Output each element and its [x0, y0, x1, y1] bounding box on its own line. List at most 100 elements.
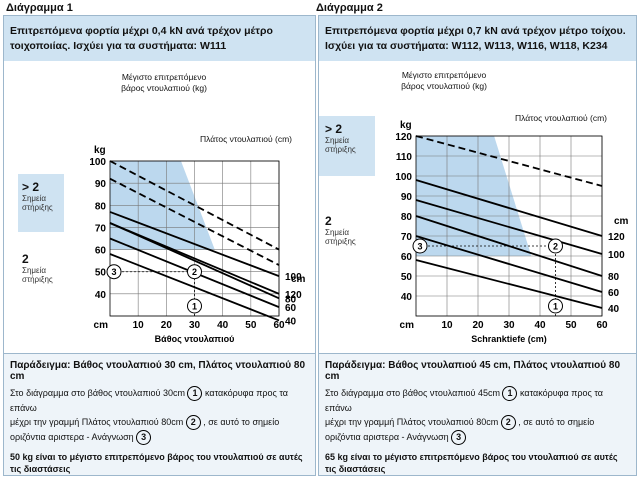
svg1-marker-1: 1 — [192, 302, 197, 312]
svg2-marker-1: 1 — [553, 302, 558, 312]
svg1-x-tick-60: 60 — [273, 320, 285, 331]
svg1-marker-3: 3 — [111, 267, 116, 277]
diagram2-header: Επιτρεπόμενα φορτία μέχρι 0,7 kN ανά τρέ… — [319, 16, 636, 61]
diagram2-title: Διάγραμμα 2 — [316, 2, 383, 14]
svg1-series-5 — [109, 160, 280, 251]
svg1-series-label-120: 120 — [285, 290, 302, 301]
diagram2-step2-a: μέχρι την γραμμή Πλάτος ντουλαπιού 80cm — [325, 417, 499, 428]
svg1-y-tick-70: 70 — [95, 223, 107, 234]
svg2-series-label-40: 40 — [608, 304, 620, 315]
svg2-x-tick-50: 50 — [565, 320, 577, 331]
marker-1: 1 — [502, 386, 518, 402]
svg2-y-unit: kg — [400, 120, 412, 131]
svg2-marker-circle-2 — [548, 238, 563, 254]
svg1-marker-circle-2 — [187, 264, 202, 280]
svg1-series-1 — [109, 211, 280, 277]
diagram1-step2-a: μέχρι την γραμμή Πλάτος ντουλαπιού 80cm — [10, 417, 184, 428]
svg1-y-tick-100: 100 — [89, 157, 106, 168]
marker-3: 3 — [136, 430, 152, 446]
svg2-y-tick-90: 90 — [401, 192, 413, 203]
svg2-frame — [415, 135, 603, 317]
diagram2-side-top-big: > 2 — [325, 122, 343, 136]
svg2-series-label-60: 60 — [608, 288, 620, 299]
diagram2-width-title: Πλάτος ντουλαπιού (cm) — [515, 113, 607, 123]
marker-1: 1 — [187, 386, 203, 402]
diagram2-side-top-box — [319, 116, 375, 176]
svg1-x-unit: cm — [94, 320, 109, 331]
marker-3: 3 — [451, 430, 467, 446]
diagram2-side-top-small: Σημεία στήριξης — [325, 136, 356, 154]
svg2-series-4 — [415, 259, 603, 309]
diagram1-title: Διάγραμμα 1 — [6, 2, 73, 14]
svg2-series-label-100: 100 — [608, 250, 625, 261]
svg1-marker-circle-1 — [187, 298, 202, 314]
svg1-y-tick-60: 60 — [95, 246, 107, 257]
diagram2-panel: Επιτρεπόμενα φορτία μέχρι 0,7 kN ανά τρέ… — [318, 15, 637, 476]
svg2-series-5 — [415, 135, 603, 187]
diagram1-y-axis-title: Μέγιστο επιτρεπόμενο βάρος ντουλαπιού (k… — [121, 72, 207, 93]
svg1-y-tick-90: 90 — [95, 179, 107, 190]
svg1-x-tick-20: 20 — [161, 320, 173, 331]
diagram1-side-bottom-small: Σημεία στήριξης — [22, 266, 53, 284]
svg2-x-tick-30: 30 — [503, 320, 515, 331]
svg1-x-tick-40: 40 — [217, 320, 229, 331]
diagram1-example-steps: Στο διάγραμμα στο βάθος ντουλαπιού 30cm … — [10, 386, 309, 446]
diagram2-side-bottom: 2 Σημεία στήριξης — [325, 214, 373, 246]
svg2-x-title: Schranktiefe (cm) — [471, 334, 547, 344]
diagram2-side-bottom-big: 2 — [325, 214, 332, 228]
diagram2-side-bottom-small: Σημεία στήριξης — [325, 228, 356, 246]
svg2-x-tick-60: 60 — [596, 320, 608, 331]
diagram1-step2-b: , σε αυτό το σημείο — [203, 417, 280, 428]
svg2-x-tick-10: 10 — [441, 320, 453, 331]
svg2-y-tick-80: 80 — [401, 212, 413, 223]
diagram1-step1-b: κατακόρυφα προς τα επάνω — [10, 388, 289, 414]
diagram2-example-title: Παράδειγμα: Βάθος ντουλαπιού 45 cm, Πλάτ… — [325, 360, 621, 382]
svg1-series-label-100: 100 — [285, 272, 302, 283]
svg1-y-unit: kg — [94, 145, 106, 156]
svg1-x-tick-30: 30 — [189, 320, 201, 331]
svg2-y-tick-120: 120 — [395, 132, 412, 143]
svg1-y-tick-80: 80 — [95, 201, 107, 212]
diagram1-step3-a: οριζόντια αριστερα - Ανάγνωση — [10, 432, 134, 443]
svg2-marker-3: 3 — [417, 242, 422, 252]
svg2-y-tick-40: 40 — [401, 292, 413, 303]
svg2-x-tick-40: 40 — [534, 320, 546, 331]
svg1-x-tick-10: 10 — [133, 320, 145, 331]
svg2-series-1 — [415, 199, 603, 255]
svg2-x-unit: cm — [400, 320, 415, 331]
diagram1-result: 50 kg είναι το μέγιστο επιτρεπόμενο βάρο… — [10, 452, 303, 475]
diagram2-step2-b: , σε αυτό το σημείο — [518, 417, 595, 428]
diagram1-example: Παράδειγμα: Βάθος ντουλαπιού 30 cm, Πλάτ… — [4, 353, 315, 475]
diagram2-example-steps: Στο διάγραμμα στο βάθος ντουλαπιού 45cm … — [325, 386, 630, 446]
svg2-marker-circle-1 — [548, 298, 563, 314]
svg1-marker-circle-3 — [106, 264, 122, 280]
diagram1-step1-a: Στο διάγραμμα στο βάθος ντουλαπιού 30cm — [10, 388, 185, 398]
svg1-series-2 — [109, 222, 280, 300]
svg2-marker-2: 2 — [553, 242, 558, 252]
svg1-series-label-60: 60 — [285, 303, 297, 314]
diagram1-side-top-box — [18, 174, 64, 232]
diagram1-side-top-big: > 2 — [22, 180, 40, 194]
svg2-series-0 — [415, 179, 603, 237]
diagram2-chart: 10 20 30 40 50 60405060708090100110120kgcmSch… — [395, 120, 629, 344]
svg2-series-3 — [415, 235, 603, 293]
svg1-x-tick-50: 50 — [245, 320, 257, 331]
diagram2-step3-a: οριζόντια αριστερα - Ανάγνωση — [325, 432, 449, 443]
svg2-y-tick-50: 50 — [401, 272, 413, 283]
svg1-x-title: Βάθος ντουλαπιού — [155, 334, 235, 344]
svg2-y-tick-60: 60 — [401, 252, 413, 263]
diagram1-example-title: Παράδειγμα: Βάθος ντουλαπιού 30 cm, Πλάτ… — [10, 360, 306, 382]
marker-2: 2 — [500, 415, 516, 431]
svg1-series-label-80: 80 — [285, 294, 297, 305]
diagram2-result: 65 kg είναι το μέγιστο επιτρεπόμενο βάρο… — [325, 452, 618, 475]
svg2-y-tick-100: 100 — [395, 172, 412, 183]
svg2-width-unit: cm — [614, 216, 629, 227]
diagram1-side-top: > 2 Σημεία στήριξης — [22, 180, 62, 212]
diagram1-side-bottom-big: 2 — [22, 252, 29, 266]
svg2-y-tick-110: 110 — [396, 152, 413, 163]
diagram1-side-top-small: Σημεία στήριξης — [22, 194, 53, 212]
svg1-width-unit: cm — [291, 274, 306, 285]
svg1-y-tick-40: 40 — [95, 290, 107, 301]
diagram2-y-axis-title: Μέγιστο επιτρεπόμενο βάρος ντουλαπιού (k… — [401, 70, 487, 91]
